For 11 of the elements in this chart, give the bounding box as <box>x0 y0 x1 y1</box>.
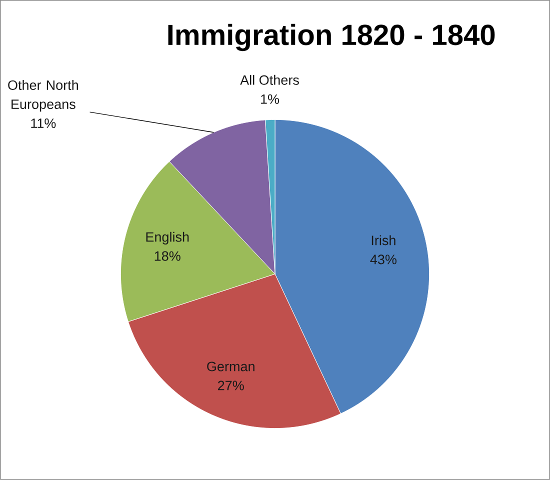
slice-label: All Others <box>240 75 299 85</box>
slice-label: English <box>146 232 189 245</box>
data-label: 27% <box>218 380 244 390</box>
chart-title: Immigration 1820 - 1840 <box>168 24 495 52</box>
slice-label: Irish <box>372 235 396 246</box>
data-label: 11% <box>31 118 56 128</box>
slice-label: Other North Europeans <box>8 80 78 112</box>
slice-label: German <box>207 362 254 372</box>
data-label: 18% <box>154 251 180 261</box>
data-label: 43% <box>370 254 396 264</box>
data-label: 1% <box>261 94 280 104</box>
